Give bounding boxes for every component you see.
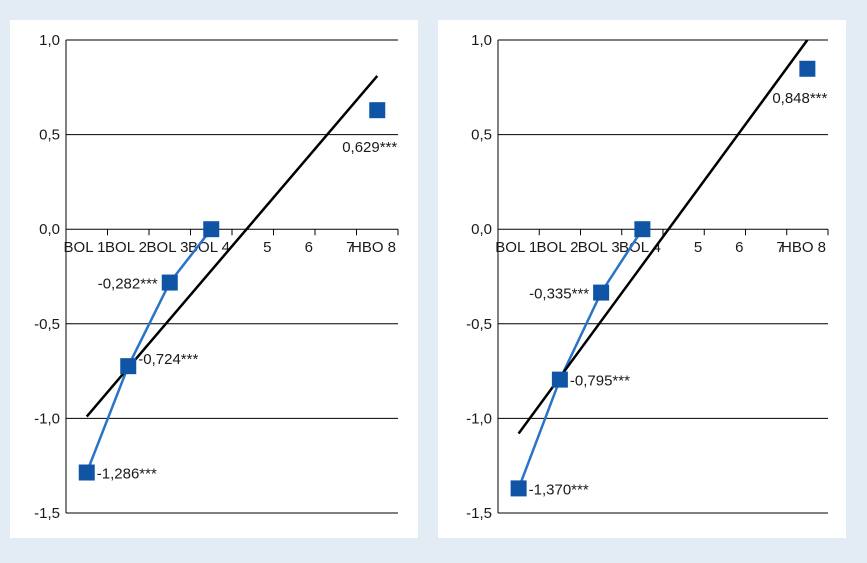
x-tick-label: BOL 3 [147,239,189,256]
y-tick-label: -0,5 [466,316,492,333]
data-point-marker [203,221,220,238]
chart-panel-2 [438,20,846,538]
data-label: -0,335*** [529,286,589,303]
data-label: -1,370*** [529,481,589,498]
y-tick-label: 1,0 [471,32,492,49]
data-label: 0,848*** [772,90,827,107]
y-tick-label: -1,0 [34,410,60,427]
x-tick-label: HBO 8 [351,239,396,256]
x-tick-label: BOL 1 [64,239,106,256]
y-tick-label: -1,0 [466,410,492,427]
x-tick-label: 7 [776,239,784,256]
data-point-marker [369,102,386,119]
y-tick-label: -0,5 [34,316,60,333]
x-tick-label: 6 [735,239,743,256]
data-label: -1,286*** [97,466,157,483]
data-label: -0,795*** [570,373,630,390]
chart-panel-1 [10,20,418,538]
data-point-marker [161,274,178,291]
data-label: -0,282*** [98,276,158,293]
y-tick-label: 0,5 [471,127,492,144]
x-tick-label: BOL 2 [537,239,579,256]
data-point-marker [593,284,610,301]
data-point-marker [510,480,527,497]
data-label: -0,724*** [138,351,198,368]
data-point-marker [78,464,95,481]
series-connector-line [517,228,644,489]
x-tick-label: 5 [694,239,702,256]
data-point-marker [551,371,568,388]
x-tick-label: HBO 8 [781,239,826,256]
y-tick-label: 0,0 [471,221,492,238]
data-point-marker [120,358,137,375]
data-label: 0,629*** [342,139,397,156]
trend-line [517,39,809,435]
series-connector-line [85,228,213,473]
x-tick-label: 5 [263,239,271,256]
data-point-marker [634,221,651,238]
y-tick-label: -1,5 [466,505,492,522]
x-tick-label: 7 [346,239,354,256]
y-tick-label: -1,5 [34,505,60,522]
x-tick-label: BOL 4 [188,239,230,256]
x-tick-label: BOL 3 [578,239,620,256]
y-tick-label: 0,5 [39,127,60,144]
data-point-marker [799,60,816,77]
y-tick-label: 0,0 [39,221,60,238]
x-tick-label: BOL 2 [105,239,147,256]
x-tick-label: BOL 1 [495,239,537,256]
x-tick-label: 6 [305,239,313,256]
y-tick-label: 1,0 [39,32,60,49]
